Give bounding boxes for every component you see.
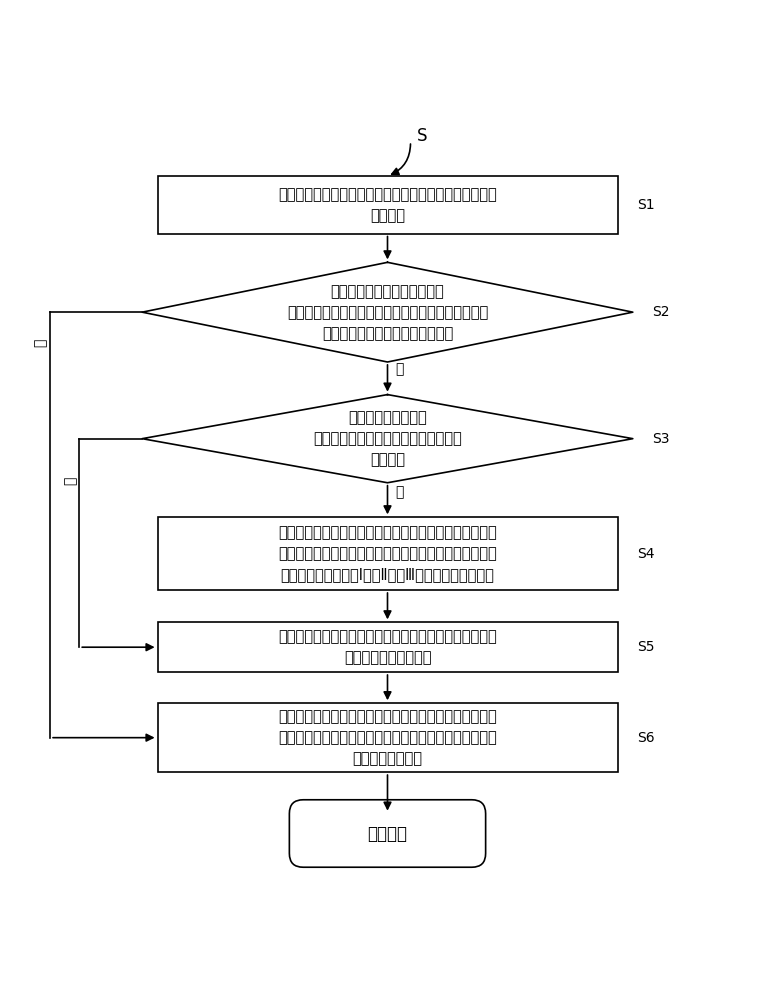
FancyBboxPatch shape: [157, 703, 618, 772]
Text: 是: 是: [395, 362, 404, 376]
Text: S1: S1: [637, 198, 654, 212]
Polygon shape: [142, 395, 633, 483]
Text: 获取待研究隧道段的地形地貌、地层岩性、地质构造和地
应力资料: 获取待研究隧道段的地形地貌、地层岩性、地质构造和地 应力资料: [278, 187, 497, 223]
Text: 采用现场量测或数值反演等方式获取待研究隧道更详细之
前未获取的地应力资料: 采用现场量测或数值反演等方式获取待研究隧道更详细之 前未获取的地应力资料: [278, 629, 497, 665]
Text: 根据地质构造、岩石天然强度、岩层厚度、岩层产状和物
探异常带特征资料等资料，将待研究隧道段的围岩构造大
变形等级划分初判为Ⅰ级、Ⅱ级、Ⅲ级或不会发生大变形: 根据地质构造、岩石天然强度、岩层厚度、岩层产状和物 探异常带特征资料等资料，将待…: [278, 525, 497, 582]
Text: S4: S4: [637, 547, 654, 561]
Text: 是: 是: [63, 477, 77, 485]
Text: 根据垂直洞轴方向的最大正应力和岩体强度，计算出岩体
强度应力比，并根据岩体强度应力比确定待研究隧道围岩
的构造大变形等级: 根据垂直洞轴方向的最大正应力和岩体强度，计算出岩体 强度应力比，并根据岩体强度应…: [278, 709, 497, 766]
Text: 判断勘测过程中采集
获得的与大变形分级相关的地应力资料
是否完整: 判断勘测过程中采集 获得的与大变形分级相关的地应力资料 是否完整: [313, 410, 462, 467]
Text: 结束算法: 结束算法: [367, 824, 408, 842]
Text: S5: S5: [637, 640, 654, 654]
FancyBboxPatch shape: [157, 176, 618, 234]
Text: 根据待研究隧道段的地应力、
地层岩性和地质构造资料，判断待研究隧道段围岩是
否满足构造软岩大变形的设定条件: 根据待研究隧道段的地应力、 地层岩性和地质构造资料，判断待研究隧道段围岩是 否满…: [287, 284, 488, 341]
FancyBboxPatch shape: [157, 622, 618, 672]
Text: 否: 否: [34, 339, 48, 347]
Text: S: S: [417, 127, 427, 145]
FancyBboxPatch shape: [157, 517, 618, 590]
Text: S3: S3: [652, 432, 670, 446]
Text: S2: S2: [652, 305, 670, 319]
Text: 否: 否: [395, 485, 404, 499]
Text: S6: S6: [637, 731, 654, 745]
FancyBboxPatch shape: [289, 800, 486, 867]
Polygon shape: [142, 262, 633, 362]
